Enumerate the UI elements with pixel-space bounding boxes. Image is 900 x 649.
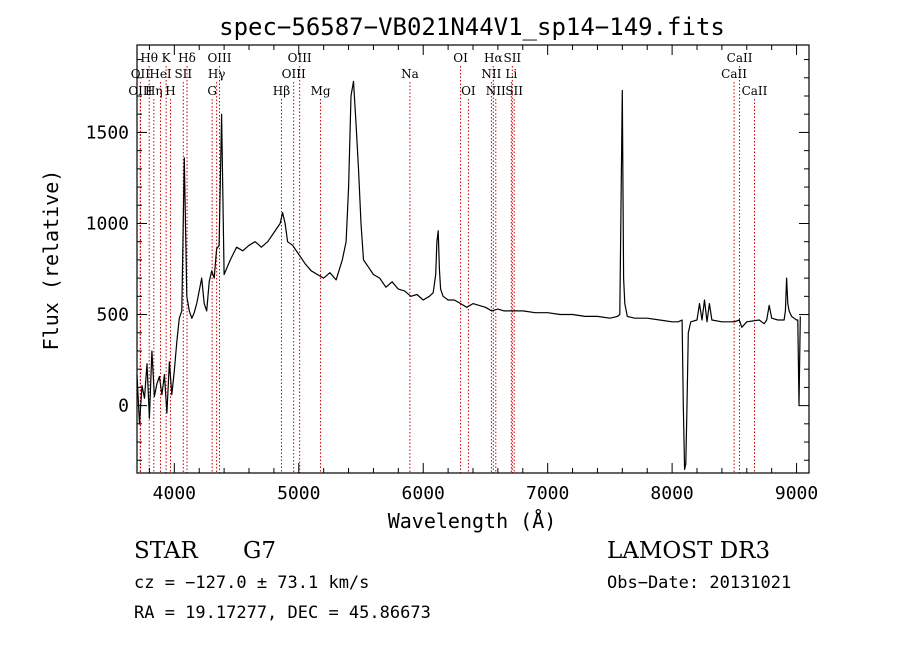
line-marker-label: CaII: [721, 67, 747, 81]
line-marker-label: Hα: [484, 51, 503, 65]
line-marker-label: Hη: [145, 84, 163, 98]
line-marker-label: HeI: [149, 67, 172, 81]
line-marker-label: OI: [461, 84, 476, 98]
line-marker-label: Hδ: [178, 51, 196, 65]
line-marker-label: Li: [505, 67, 517, 81]
y-tick-label: 1500: [86, 122, 129, 143]
x-tick-label: 8000: [650, 483, 693, 504]
x-tick-label: 9000: [775, 483, 818, 504]
x-axis-label: Wavelength (Å): [388, 509, 557, 533]
object-subclass: G7: [243, 538, 277, 564]
object-type: STAR: [134, 538, 198, 564]
line-marker-label: OII: [131, 67, 151, 81]
line-marker-label: Mg: [311, 84, 331, 98]
y-tick-label: 500: [96, 305, 129, 326]
y-tick-label: 0: [118, 396, 129, 417]
line-marker-label: NII: [481, 67, 501, 81]
x-tick-label: 5000: [277, 483, 320, 504]
y-tick-label: 1000: [86, 213, 129, 234]
plot-frame: [136, 44, 810, 474]
y-axis-label: Flux (relative): [39, 170, 63, 351]
x-axis: 4000 5000 6000 7000 8000 9000: [148, 45, 818, 504]
line-marker-label: OI: [453, 51, 468, 65]
line-marker-label: OIII: [288, 51, 312, 65]
line-marker-label: CaII: [742, 84, 768, 98]
observation-date: Obs−Date: 20131021: [607, 573, 792, 593]
y-axis: 0 500 1000 1500: [86, 59, 809, 461]
line-marker-label: SII: [503, 51, 521, 65]
line-marker-label: K: [162, 51, 172, 65]
line-marker-label: SII: [505, 84, 523, 98]
spectrum-line: [136, 80, 801, 470]
line-marker-label: G: [207, 84, 217, 98]
coordinates: RA = 19.17277, DEC = 45.86673: [134, 603, 431, 623]
redshift-value: cz = −127.0 ± 73.1 km/s: [134, 573, 370, 593]
line-marker-label: Hθ: [140, 51, 158, 65]
x-tick-label: 7000: [526, 483, 569, 504]
line-marker-label: OIII: [128, 84, 152, 98]
line-marker-label: OIII: [207, 51, 231, 65]
survey-name: LAMOST DR3: [607, 538, 771, 564]
line-marker-label: Hγ: [208, 67, 226, 81]
line-marker-label: OIII: [282, 67, 306, 81]
x-tick-label: 4000: [153, 483, 196, 504]
chart-title: spec−56587−VB021N44V1_sp14−149.fits: [219, 13, 725, 41]
line-marker-label: H: [165, 84, 175, 98]
line-marker-label: CaII: [727, 51, 753, 65]
line-marker-label: SII: [174, 67, 192, 81]
line-marker-label: NII: [486, 84, 506, 98]
line-markers: [139, 66, 755, 473]
line-marker-label: Hβ: [273, 84, 290, 98]
x-tick-label: 6000: [402, 483, 445, 504]
line-marker-label: Na: [401, 67, 419, 81]
line-marker-labels: Hθ OII OIII K HeI Hη Hδ SII H OIII Hγ G OIII OIII Hβ Mg…: [128, 51, 767, 98]
